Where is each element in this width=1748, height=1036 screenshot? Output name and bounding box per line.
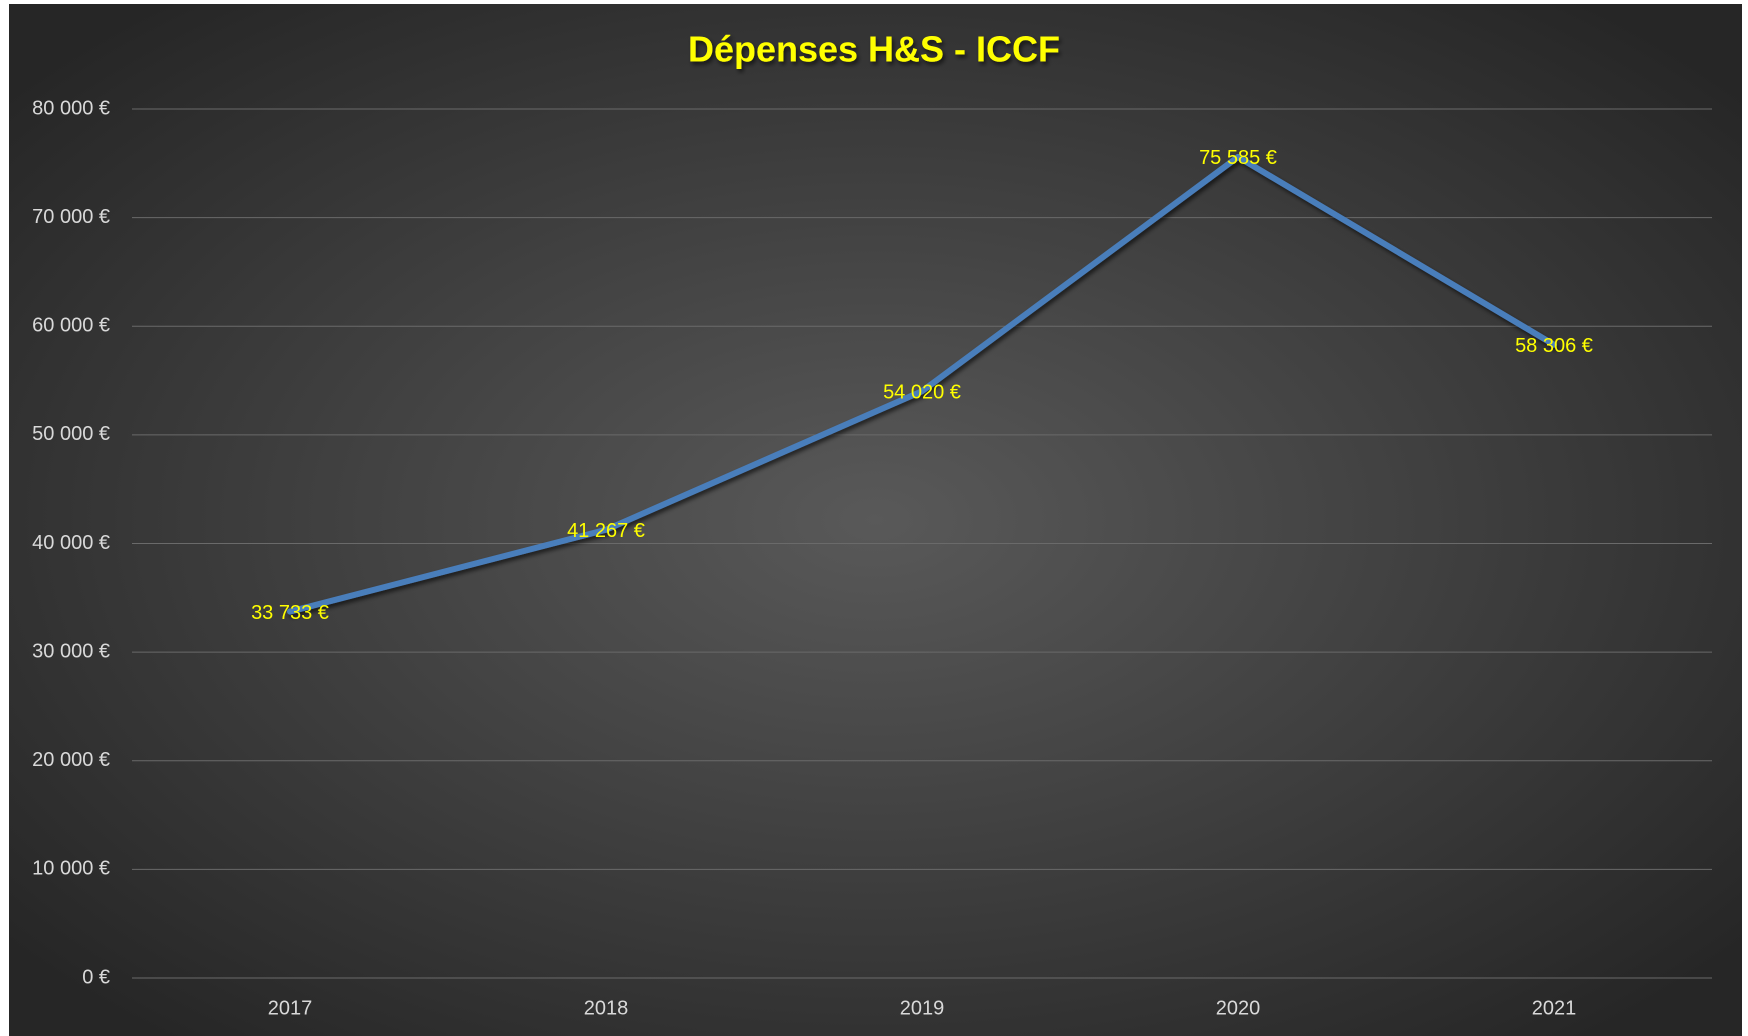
grid: [132, 108, 1712, 979]
x-tick-label: 2020: [1216, 997, 1261, 1019]
y-tick-label: 30 000 €: [32, 640, 110, 662]
y-tick-label: 50 000 €: [32, 423, 110, 445]
data-line: [287, 153, 1557, 615]
y-tick-label: 0 €: [82, 966, 110, 988]
y-tick-label: 40 000 €: [32, 532, 110, 554]
y-tick-label: 20 000 €: [32, 749, 110, 771]
data-label: 75 585 €: [1199, 147, 1277, 169]
chart-background: [9, 4, 1742, 1036]
y-tick-label: 60 000 €: [32, 315, 110, 337]
data-label: 58 306 €: [1515, 335, 1593, 357]
y-tick-label: 10 000 €: [32, 858, 110, 880]
x-tick-label: 2018: [584, 997, 629, 1019]
x-tick-label: 2017: [268, 997, 313, 1019]
x-tick-label: 2021: [1532, 997, 1577, 1019]
y-tick-label: 70 000 €: [32, 206, 110, 228]
y-tick-label: 80 000 €: [32, 97, 110, 119]
plot: 33 733 € 41 267 € 54 020 € 75 585 € 58 306 €: [251, 147, 1593, 624]
x-tick-label: 2019: [900, 997, 945, 1019]
data-label: 41 267 €: [567, 520, 645, 542]
data-label: 54 020 €: [883, 381, 961, 403]
chart-title: Dépenses H&S - ICCF: [688, 29, 1060, 70]
data-label: 33 733 €: [251, 602, 329, 624]
